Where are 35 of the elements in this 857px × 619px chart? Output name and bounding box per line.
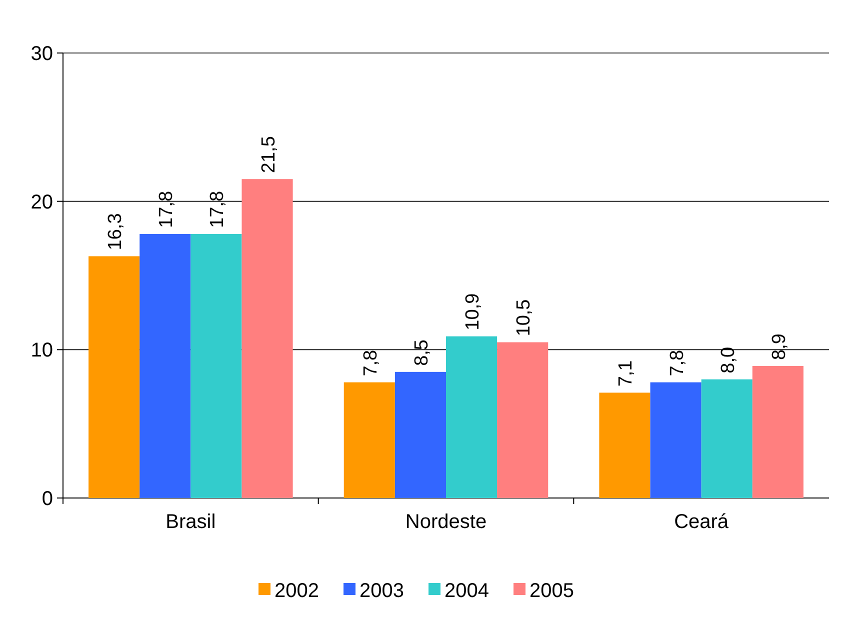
data-label: 16,3 xyxy=(105,213,126,250)
bar xyxy=(140,234,191,498)
data-label: 8,5 xyxy=(411,339,432,366)
legend-label: 2002 xyxy=(274,580,319,602)
bar xyxy=(599,392,650,498)
data-label: 17,8 xyxy=(207,190,228,228)
legend-label: 2005 xyxy=(530,580,574,602)
bar xyxy=(190,234,242,498)
legend-label: 2003 xyxy=(360,580,404,602)
y-tick-label: 10 xyxy=(30,340,53,362)
y-tick-label: 20 xyxy=(30,191,53,214)
data-label: 17,8 xyxy=(156,190,178,228)
data-label: 8,0 xyxy=(718,346,739,374)
x-tick-label: Ceará xyxy=(674,511,730,533)
bar xyxy=(394,372,446,498)
data-label: 7,1 xyxy=(616,360,637,387)
bar xyxy=(446,336,498,498)
data-label: 21,5 xyxy=(258,136,280,174)
bar xyxy=(752,366,804,498)
legend-label: 2004 xyxy=(444,580,489,602)
x-tick-label: Brasil xyxy=(166,511,216,533)
x-tick-label: Nordeste xyxy=(405,511,487,533)
data-label: 10,5 xyxy=(514,299,535,336)
bar xyxy=(88,256,140,498)
bar xyxy=(344,382,395,498)
bar xyxy=(242,179,293,498)
y-tick-label: 30 xyxy=(30,43,53,65)
bar xyxy=(701,379,752,498)
y-tick-label: 0 xyxy=(42,488,53,510)
data-label: 8,9 xyxy=(768,334,790,360)
bar xyxy=(650,382,702,498)
data-label: 10,9 xyxy=(462,293,484,330)
bar xyxy=(497,342,548,498)
data-label: 7,8 xyxy=(666,350,688,376)
data-label: 7,8 xyxy=(360,350,382,376)
